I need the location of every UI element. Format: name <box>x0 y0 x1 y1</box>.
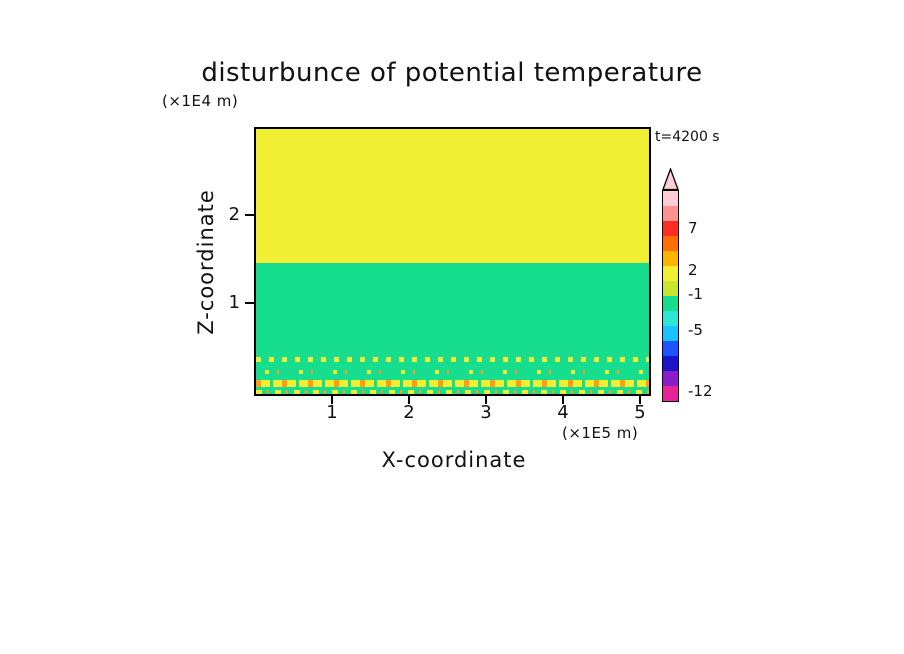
colorbar-cell <box>663 341 678 356</box>
colorbar-cell <box>663 251 678 266</box>
x-tick-mark <box>408 396 410 404</box>
colorbar-cell <box>663 191 678 206</box>
colorbar-tick-label: 2 <box>688 261 698 279</box>
colorbar-tick-label: 7 <box>688 219 698 237</box>
colorbar-cell <box>663 236 678 251</box>
colorbar-cell <box>663 356 678 371</box>
x-tick-label: 3 <box>480 402 492 423</box>
colorbar-tick-label: -12 <box>688 382 713 400</box>
colorbar-cell <box>663 281 678 296</box>
chart-title: disturbunce of potential temperature <box>201 58 703 88</box>
x-tick-label: 2 <box>403 402 415 423</box>
upper-layer-region <box>256 129 649 263</box>
colorbar-cell <box>663 386 678 401</box>
colorbar <box>662 168 679 402</box>
colorbar-cell <box>663 326 678 341</box>
colorbar-cell <box>663 206 678 221</box>
y-axis-title: Z-coordinate <box>194 189 218 335</box>
colorbar-cells <box>662 190 679 402</box>
y-tick-mark <box>245 302 254 304</box>
colorbar-cell <box>663 371 678 386</box>
colorbar-cell <box>663 266 678 281</box>
colorbar-cell <box>663 311 678 326</box>
turbulence-band <box>256 380 649 387</box>
plot-area <box>254 127 651 396</box>
y-tick-label: 2 <box>228 204 240 225</box>
time-annotation: t=4200 s <box>655 129 720 145</box>
y-tick-label: 1 <box>228 292 240 313</box>
y-tick-mark <box>245 214 254 216</box>
x-axis-title: X-coordinate <box>381 448 527 472</box>
x-tick-label: 4 <box>557 402 569 423</box>
colorbar-tick-label: -5 <box>688 321 703 339</box>
x-axis-units-label: (×1E5 m) <box>562 424 639 442</box>
colorbar-cell <box>663 221 678 236</box>
colorbar-arrow-tip-icon <box>662 168 679 190</box>
colorbar-cell <box>663 296 678 311</box>
x-tick-mark <box>331 396 333 404</box>
x-tick-label: 1 <box>326 402 338 423</box>
x-tick-label: 5 <box>634 402 646 423</box>
colorbar-tick-label: -1 <box>688 285 703 303</box>
x-tick-mark <box>485 396 487 404</box>
turbulence-band <box>256 370 649 374</box>
x-tick-mark <box>562 396 564 404</box>
x-tick-mark <box>639 396 641 404</box>
turbulence-band <box>256 357 649 362</box>
y-axis-units-label: (×1E4 m) <box>162 92 239 110</box>
turbulence-band <box>256 390 649 394</box>
